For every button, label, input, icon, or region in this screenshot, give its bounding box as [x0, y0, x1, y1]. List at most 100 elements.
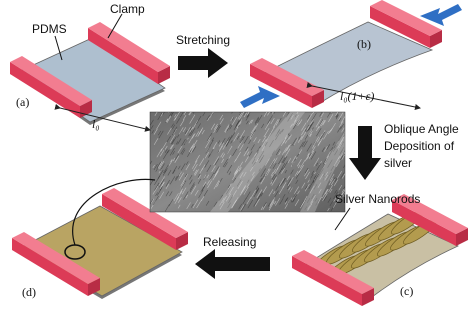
sem-texture — [213, 201, 218, 208]
sem-texture — [234, 159, 237, 163]
sem-texture — [342, 173, 345, 179]
sem-texture — [261, 145, 266, 152]
sem-texture — [335, 112, 339, 117]
sem-texture — [263, 202, 267, 208]
sem-texture — [179, 188, 183, 195]
sem-texture — [293, 137, 299, 146]
sem-texture — [288, 187, 293, 194]
sem-texture — [291, 137, 297, 147]
sem-texture — [224, 162, 228, 168]
sem-texture — [296, 170, 301, 176]
sem-texture — [322, 159, 327, 165]
sem-texture — [321, 147, 325, 152]
sem-texture — [297, 135, 303, 143]
sem-texture — [188, 143, 195, 153]
sem-texture — [254, 151, 259, 159]
sem-texture — [233, 132, 239, 142]
sem-texture — [190, 145, 196, 154]
sem-texture — [225, 186, 231, 195]
sem-texture — [228, 183, 232, 189]
clamp — [292, 256, 362, 306]
sem-texture — [239, 172, 244, 179]
sem-texture — [207, 180, 213, 189]
sem-texture — [236, 119, 243, 128]
sem-texture — [247, 179, 250, 183]
clamp — [102, 188, 188, 238]
sem-texture — [305, 185, 308, 190]
sem-texture — [338, 131, 345, 142]
sem-texture — [237, 180, 243, 190]
sem-texture — [330, 112, 333, 115]
sem-texture — [289, 187, 293, 193]
sem-texture — [174, 112, 180, 120]
pdms-label: PDMS — [32, 22, 67, 36]
clamp — [88, 22, 170, 72]
sem-texture — [265, 158, 270, 166]
sem-texture — [290, 169, 294, 175]
sem-texture — [174, 114, 177, 118]
sem-texture — [209, 172, 215, 181]
sem-texture — [251, 125, 256, 134]
sem-texture — [239, 144, 244, 151]
sem-texture — [153, 138, 159, 146]
sem-texture — [272, 162, 277, 169]
sem-texture — [329, 173, 335, 182]
sem-texture — [279, 129, 283, 135]
sem-texture — [218, 142, 222, 147]
sem-texture — [177, 204, 181, 209]
sem-texture — [189, 112, 192, 116]
sem-texture — [226, 124, 232, 131]
sem-texture — [281, 157, 286, 164]
sem-texture — [338, 117, 342, 122]
sem-texture — [295, 179, 299, 185]
sem-texture — [207, 148, 214, 158]
sem-texture — [170, 144, 174, 150]
sem-texture — [172, 157, 176, 162]
sem-texture — [240, 136, 245, 144]
sem-texture — [176, 118, 180, 124]
sem-texture — [280, 178, 286, 187]
panel-label: (a) — [16, 95, 29, 109]
zoom-link — [72, 178, 156, 246]
sem-texture — [214, 170, 219, 178]
sem-texture — [177, 197, 182, 203]
sem-texture — [169, 147, 175, 156]
sem-texture — [200, 196, 205, 202]
sem-texture — [228, 135, 233, 141]
releasing-label: Releasing — [203, 235, 256, 249]
sem-texture — [228, 155, 232, 159]
sem-texture — [292, 119, 297, 126]
sem-texture — [306, 113, 313, 123]
sem-texture — [206, 115, 210, 121]
sem-texture — [188, 112, 191, 116]
sem-texture — [282, 161, 288, 171]
sem-texture — [206, 174, 210, 179]
sem-texture — [340, 155, 344, 161]
sem-texture — [158, 160, 165, 169]
sem-texture — [330, 146, 334, 152]
sem-texture — [268, 189, 274, 197]
sem-texture — [341, 188, 345, 193]
sem-texture — [306, 155, 310, 160]
sem-texture — [160, 182, 165, 188]
sem-texture — [225, 128, 229, 132]
clamp — [292, 250, 374, 294]
sem-texture — [235, 151, 241, 161]
sem-texture — [151, 130, 154, 134]
sem-texture — [307, 204, 312, 211]
nanorods-pointer — [334, 207, 351, 231]
sem-texture — [219, 114, 224, 121]
sem-texture — [250, 129, 256, 138]
sem-texture — [243, 112, 247, 118]
sem-texture — [267, 202, 271, 207]
sem-texture — [261, 123, 265, 129]
sem-texture — [177, 138, 182, 145]
sem-texture — [282, 194, 286, 199]
sem-texture — [213, 156, 219, 166]
sem-texture — [237, 112, 242, 120]
sem-texture — [280, 137, 287, 147]
sem-texture — [309, 185, 315, 194]
sem-texture — [231, 199, 238, 209]
sem-texture — [239, 161, 244, 167]
sem-texture — [299, 160, 306, 169]
